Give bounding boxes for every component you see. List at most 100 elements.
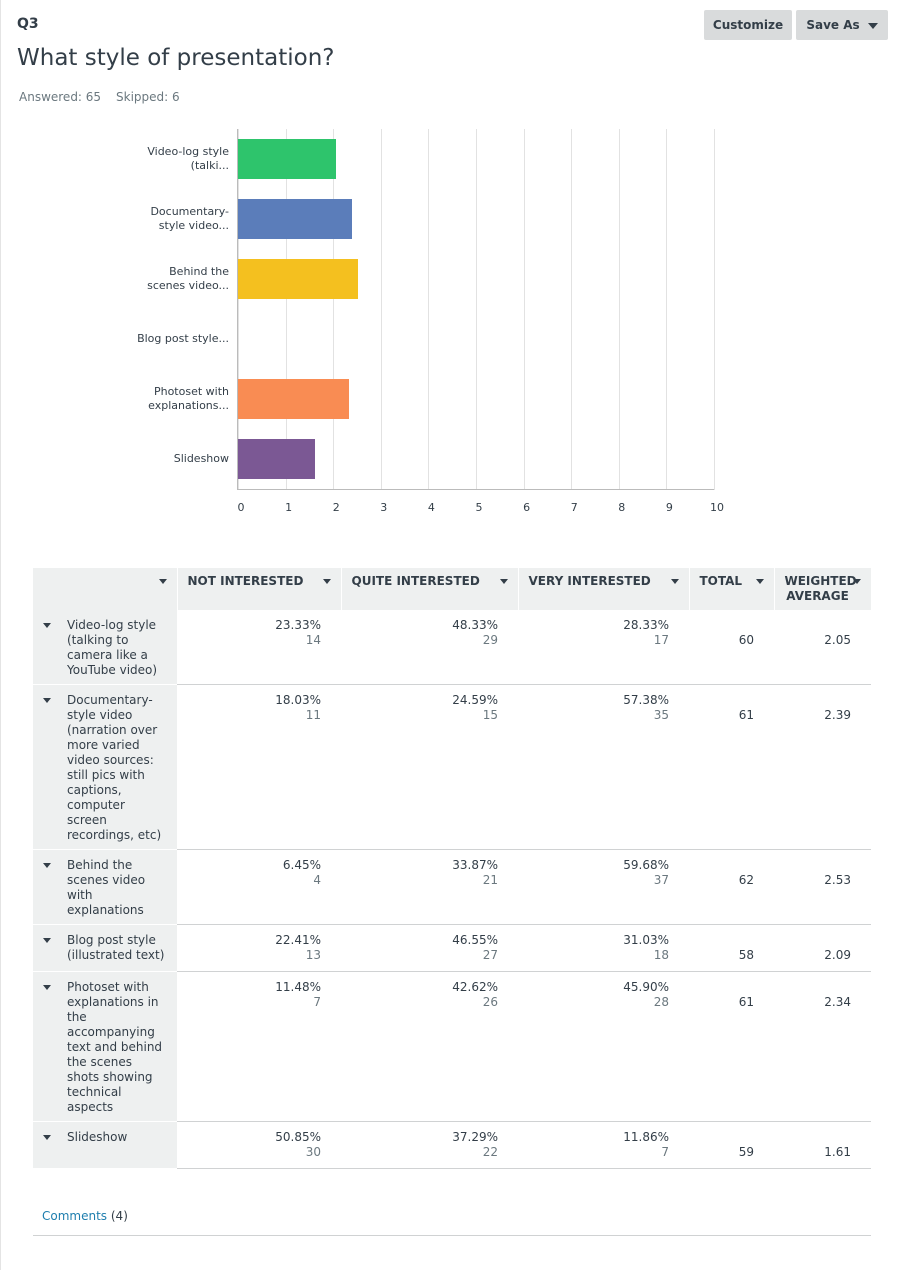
row-label-cell: Photoset with explanations in the accomp… [33, 971, 177, 1122]
bar [238, 319, 337, 359]
dropdown-arrow [499, 579, 508, 584]
total: 58 [738, 948, 754, 962]
dropdown-arrow [43, 698, 51, 703]
percent: 42.62% [452, 980, 498, 994]
row-label: Photoset with explanations in the accomp… [67, 980, 163, 1114]
total: 61 [738, 995, 754, 1009]
header-label: VERY INTERESTED [528, 574, 651, 588]
total-cell: 61 [689, 971, 774, 1122]
percent: 23.33% [275, 618, 321, 632]
count: 18 [653, 948, 669, 962]
total: 62 [738, 873, 754, 887]
percent: 24.59% [452, 693, 498, 707]
data-cell: 22.41% 13 [177, 924, 341, 972]
category-label: Slideshow [173, 452, 229, 465]
dropdown-arrow [755, 579, 764, 584]
table-row: Video-log style (talking to camera like … [33, 610, 871, 685]
total-cell: 60 [689, 610, 774, 685]
table-row: Slideshow 50.85% 30 37.29% 22 11.86% 7 59 1.61 [33, 1121, 871, 1169]
bar [238, 379, 350, 419]
header-cell [33, 568, 177, 610]
count: 15 [482, 708, 498, 722]
data-cell: 42.62% 26 [341, 971, 518, 1122]
count: 21 [482, 873, 498, 887]
category-label: Documentary-style video... [150, 205, 229, 232]
dropdown-arrow [43, 863, 51, 868]
percent: 50.85% [275, 1130, 321, 1144]
table-row: Documentary-style video (narration over … [33, 684, 871, 850]
count: 13 [305, 948, 321, 962]
category-label: Behind the scenes video... [147, 265, 229, 292]
question-number: Q3 [17, 16, 39, 32]
answered: Answered: 65 [19, 90, 102, 104]
data-cell: 11.48% 7 [177, 971, 341, 1122]
dropdown-arrow [43, 623, 51, 628]
x-tick-label: 7 [570, 501, 578, 514]
x-tick-label: 10 [710, 501, 724, 514]
header-label: QUITE INTERESTED [351, 574, 480, 588]
grid-line [571, 129, 573, 490]
weighted-average-cell: 2.39 [774, 684, 871, 850]
dropdown-arrow [43, 1135, 51, 1140]
count: 4 [313, 873, 321, 887]
customize-button[interactable]: Customize [704, 10, 792, 40]
divider [33, 1235, 871, 1236]
dropdown-arrow [158, 579, 167, 584]
grid-line [476, 129, 477, 490]
percent: 28.33% [623, 618, 669, 632]
row-label: Documentary-style video (narration over … [67, 693, 162, 842]
header-cell: TOTAL [688, 568, 774, 610]
bar [238, 199, 352, 239]
row-label: Behind the scenes video with explanation… [67, 858, 146, 917]
row-label: Slideshow [67, 1130, 128, 1144]
data-cell: 6.45% 4 [177, 849, 341, 925]
row-label-cell: Behind the scenes video with explanation… [33, 849, 177, 925]
count: 29 [482, 633, 498, 647]
x-tick-label: 1 [285, 501, 293, 514]
grid-line [285, 129, 287, 490]
header-cell: WEIGHTED AVERAGE [773, 568, 871, 610]
weighted-average-cell: 2.05 [774, 610, 871, 685]
percent: 37.29% [452, 1130, 498, 1144]
header-row: NOT INTERESTED QUITE INTERESTED VERY INTER… [33, 568, 871, 610]
percent: 11.48% [275, 980, 321, 994]
count: 35 [653, 708, 669, 722]
category-label: Video-log style (talki... [147, 145, 229, 172]
x-tick-label: 5 [475, 501, 483, 514]
data-cell: 23.33% 14 [177, 610, 341, 685]
percent: 57.38% [623, 693, 669, 707]
row-label-cell: Documentary-style video (narration over … [33, 684, 177, 850]
total-cell: 61 [689, 684, 774, 850]
dropdown-arrow [43, 985, 51, 990]
bar [238, 139, 336, 179]
grid-line [428, 129, 430, 490]
data-cell: 24.59% 15 [341, 684, 518, 850]
bar [238, 259, 359, 299]
data-cell: 46.55% 27 [341, 924, 518, 972]
row-label: Blog post style (illustrated text) [67, 933, 165, 962]
row-label-cell: Blog post style (illustrated text) [33, 924, 177, 972]
data-cell: 59.68% 37 [518, 849, 689, 925]
row-label: Video-log style (talking to camera like … [67, 618, 158, 677]
comments[interactable]: Comments (4) [42, 1209, 128, 1223]
total: 61 [738, 708, 754, 722]
comments-link[interactable]: Comments [42, 1209, 108, 1223]
percent: 6.45% [282, 858, 321, 872]
count: 7 [661, 1145, 669, 1159]
save-as-button[interactable]: Save As [796, 10, 888, 40]
data-cell: 11.86% 7 [518, 1121, 689, 1169]
dropdown-arrow [322, 579, 331, 584]
count: 27 [482, 948, 498, 962]
weighted-average: 2.53 [824, 873, 851, 887]
total-cell: 58 [689, 924, 774, 972]
percent: 22.41% [275, 933, 321, 947]
weighted-average-cell: 2.53 [774, 849, 871, 925]
data-cell: 18.03% 11 [177, 684, 341, 850]
header-cell: NOT INTERESTED [176, 568, 341, 610]
grid-line [523, 129, 525, 490]
header-label: WEIGHTED AVERAGE [784, 574, 857, 603]
total-cell: 59 [689, 1121, 774, 1169]
weighted-average-cell: 2.34 [774, 971, 871, 1122]
category-label: Blog post style... [137, 332, 229, 345]
x-tick-label: 2 [332, 501, 340, 514]
